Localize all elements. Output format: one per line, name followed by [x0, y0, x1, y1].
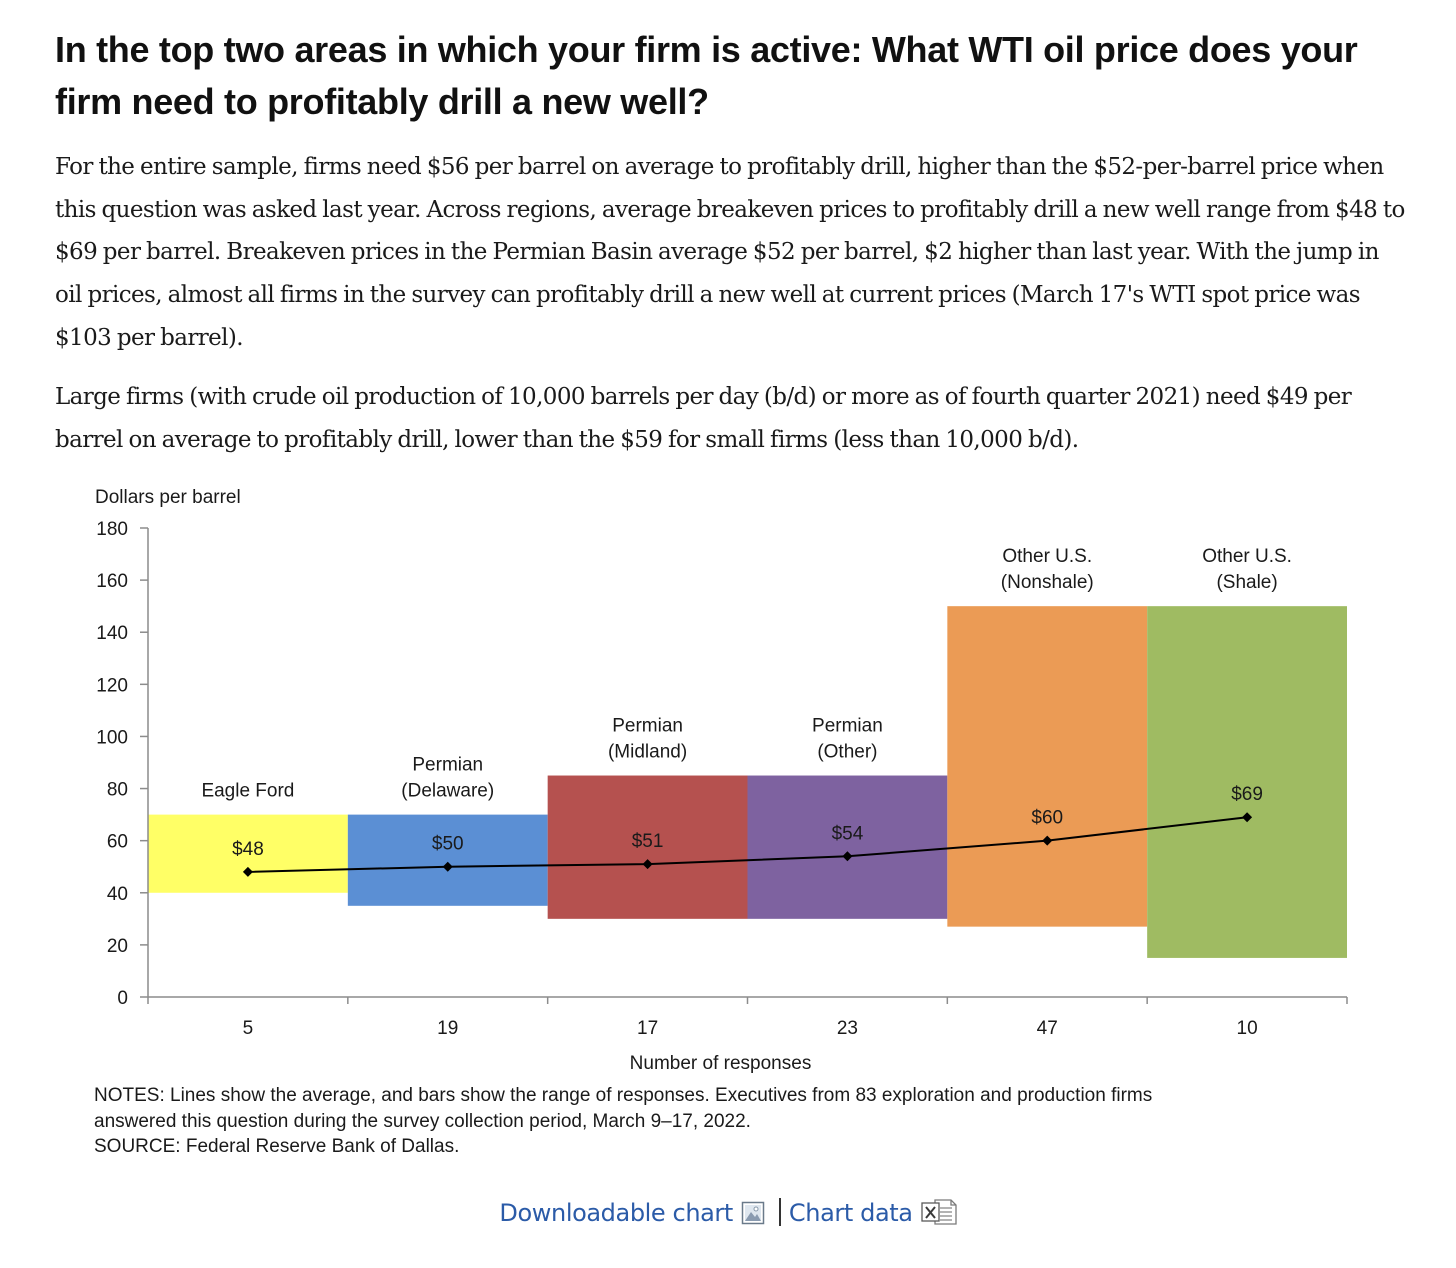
link-separator: [778, 1198, 781, 1226]
average-point: [842, 851, 853, 862]
range-bar: [148, 814, 348, 893]
y-axis-title: Dollars per barrel: [95, 487, 241, 508]
y-tick-label: 60: [107, 832, 128, 853]
y-tick-label: 0: [117, 988, 128, 1009]
y-tick-label: 40: [107, 884, 128, 905]
downloadable-chart-label: Downloadable chart: [499, 1199, 733, 1227]
y-tick-label: 140: [96, 623, 128, 644]
range-bar: [1147, 606, 1347, 958]
x-tick-label: 17: [637, 1018, 658, 1039]
range-bar: [547, 775, 748, 919]
value-label: $50: [432, 834, 464, 855]
category-label: (Nonshale): [1001, 572, 1094, 593]
x-tick-label: 10: [1237, 1018, 1258, 1039]
image-icon: [741, 1201, 765, 1225]
breakeven-price-chart: Dollars per barrel 0 20 40 60 80 100 120 140 160 1…: [95, 487, 1348, 1074]
value-label: $54: [832, 823, 864, 844]
average-point: [1242, 812, 1253, 823]
value-label: $51: [632, 831, 664, 852]
category-label: (Other): [817, 742, 877, 763]
category-label: (Shale): [1216, 572, 1277, 593]
average-point: [242, 866, 253, 877]
summary-paragraph: For the entire sample, firms need $56 pe…: [55, 154, 1405, 351]
x-axis-title: Number of responses: [630, 1053, 812, 1074]
y-tick-label: 100: [96, 727, 128, 748]
chart-links: Downloadable chart Chart data: [0, 1198, 1456, 1227]
notes-line: answered this question during the survey…: [94, 1110, 751, 1132]
value-label: $69: [1231, 784, 1263, 805]
source-line: SOURCE: Federal Reserve Bank of Dallas.: [94, 1136, 460, 1157]
range-bar: [947, 606, 1148, 927]
category-label: Eagle Ford: [201, 781, 294, 802]
x-tick-label: 19: [437, 1018, 458, 1039]
average-line: [247, 816, 1248, 873]
average-point: [442, 861, 453, 872]
category-label: Permian: [812, 716, 883, 737]
range-bar: [347, 814, 548, 906]
value-label: $60: [1031, 808, 1063, 829]
excel-icon: [920, 1199, 957, 1225]
average-point: [642, 859, 653, 870]
x-tick-label: 5: [243, 1018, 254, 1039]
page-title: In the top two areas in which your firm …: [55, 29, 1358, 122]
y-tick-label: 80: [107, 780, 128, 801]
category-label: (Delaware): [401, 781, 494, 802]
average-point: [1042, 835, 1053, 846]
y-tick-label: 120: [96, 675, 128, 696]
category-label: Permian: [612, 716, 683, 737]
notes-line: NOTES: Lines show the average, and bars …: [94, 1085, 1153, 1106]
category-label: Permian: [412, 755, 483, 776]
x-tick-label: 23: [837, 1018, 858, 1039]
category-label: (Midland): [608, 742, 687, 763]
y-tick-label: 160: [96, 571, 128, 592]
x-tick-label: 47: [1037, 1018, 1058, 1039]
value-label: $48: [232, 839, 264, 860]
y-tick-label: 20: [107, 936, 128, 957]
category-label: Other U.S.: [1202, 546, 1292, 567]
chart-data-link[interactable]: Chart data: [789, 1199, 957, 1227]
downloadable-chart-link[interactable]: Downloadable chart: [499, 1199, 765, 1227]
y-tick-label: 180: [96, 519, 128, 540]
firm-size-paragraph: Large firms (with crude oil production o…: [55, 384, 1352, 453]
chart-notes: NOTES: Lines show the average, and bars …: [94, 1083, 1354, 1160]
category-label: Other U.S.: [1002, 546, 1092, 567]
chart-data-label: Chart data: [788, 1199, 913, 1227]
range-bar: [747, 775, 948, 919]
